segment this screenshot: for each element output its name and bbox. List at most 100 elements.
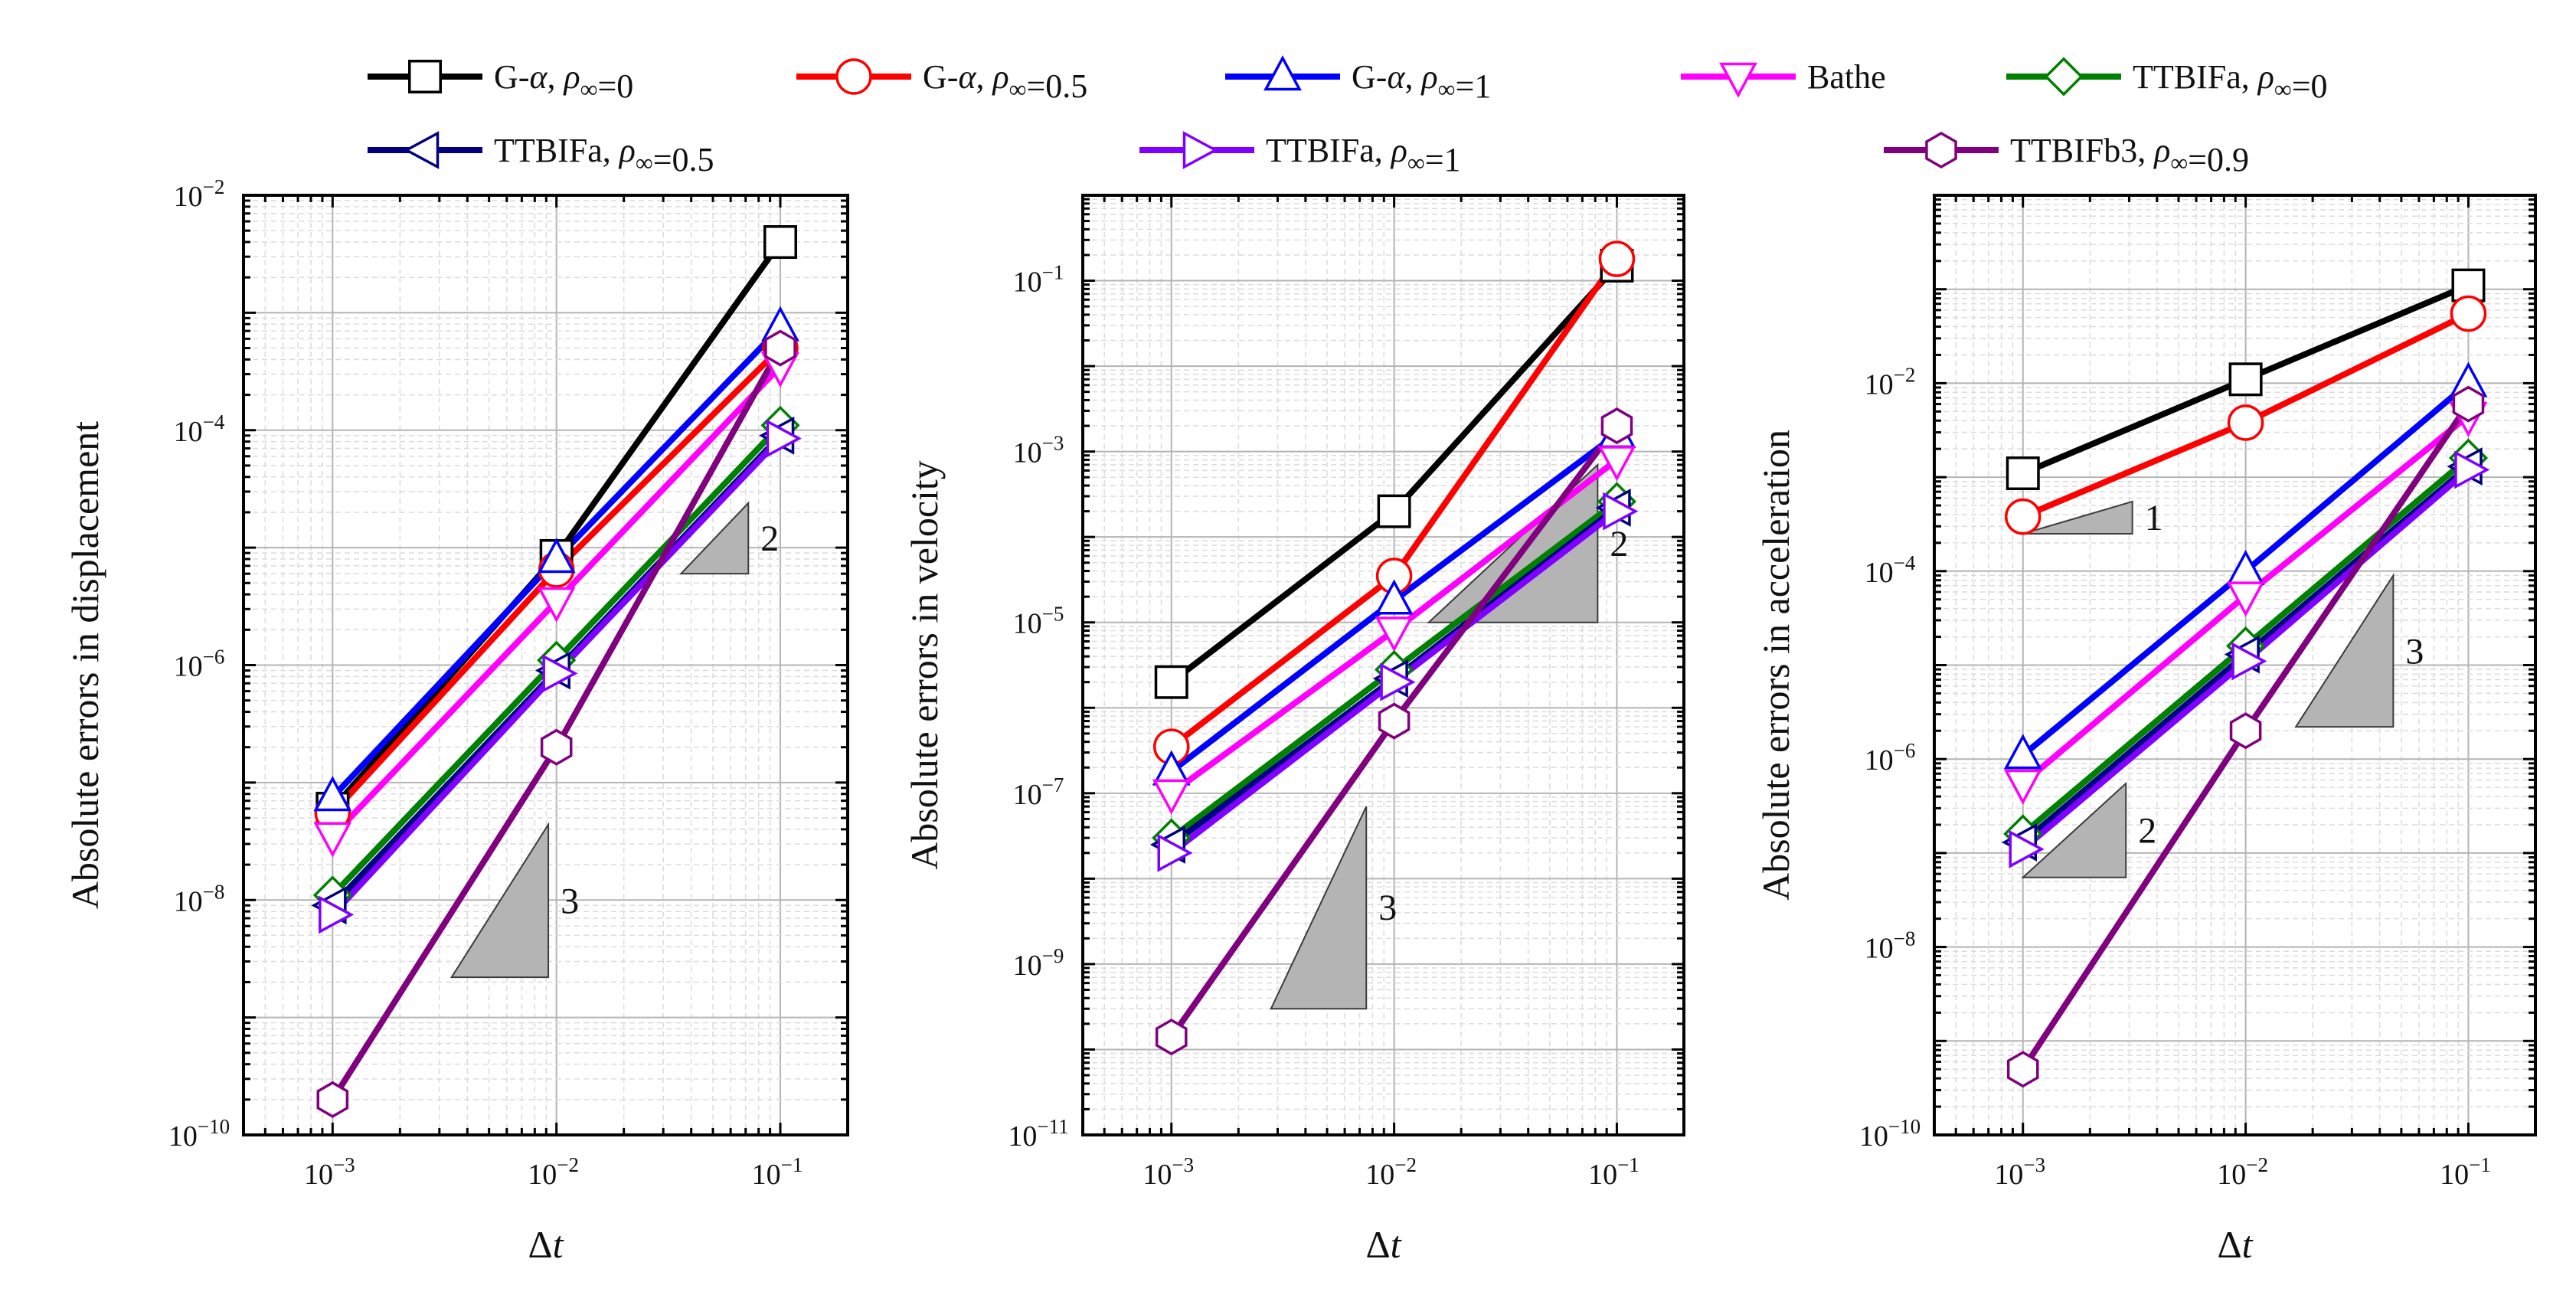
y-tick-label: 10−8 [174, 880, 225, 917]
data-point [319, 895, 355, 934]
data-point [2009, 829, 2045, 868]
data-point [1597, 446, 1636, 482]
slope-label: 3 [2405, 631, 2424, 672]
y-tick-label: 10−4 [1865, 551, 1916, 589]
y-tick-label: 10−1 [1013, 261, 1064, 299]
x-tick-label: 10−2 [2217, 1153, 2268, 1191]
y-tick-label: 10−2 [1865, 363, 1916, 401]
legend-label: TTBIFa, ρ∞=0.5 [494, 132, 714, 178]
y-axis-title: Absolute errors in velocity [903, 460, 946, 870]
slope-triangle [1427, 463, 1599, 623]
x-tick-label: 10−2 [528, 1153, 579, 1191]
data-point [313, 822, 352, 858]
data-point [1600, 407, 1633, 445]
legend-label: G-α, ρ∞=0 [494, 58, 633, 105]
y-tick-label: 10−7 [1013, 773, 1064, 811]
data-point [1154, 665, 1188, 699]
velocity-error-panel: 10−3 10−2 10−1 10−11 10−9 10−7 10−5 10−3 10−1 Δt A… [903, 194, 1685, 1266]
data-point [1378, 702, 1411, 740]
slope-triangle [1270, 806, 1368, 1010]
data-point [2229, 712, 2262, 750]
y-tick-label: 10−6 [1865, 739, 1916, 777]
data-point [2450, 295, 2487, 332]
plot-area [311, 225, 802, 1118]
plot-area [1149, 240, 1639, 1056]
legend-marker [1263, 55, 1302, 91]
legend-item: G-α, ρ∞=1 [1225, 55, 1491, 105]
data-point [2231, 642, 2267, 681]
data-point [537, 587, 576, 623]
legend-marker [835, 58, 872, 95]
y-tick-label: 10−11 [1008, 1115, 1068, 1153]
y-tick-label: 10−4 [174, 410, 225, 448]
slope-label: 3 [561, 881, 579, 921]
data-point [542, 654, 578, 693]
x-tick-label: 10−3 [1994, 1153, 2045, 1191]
data-point [1380, 662, 1416, 701]
data-point [2227, 404, 2264, 441]
data-point [763, 225, 797, 260]
slope-label: 2 [760, 518, 779, 559]
legend-item: TTBIFb3, ρ∞=0.9 [1884, 131, 2249, 178]
y-axis-title: Absolute errors in displacement [64, 421, 106, 909]
legend-item: TTBIFa, ρ∞=0 [2006, 57, 2328, 105]
slope-label: 1 [2145, 498, 2163, 538]
y-tick-label: 10−9 [1013, 944, 1064, 982]
data-point [766, 419, 802, 458]
y-tick-label: 10−6 [174, 646, 225, 683]
data-point [2006, 456, 2040, 491]
y-tick-label: 10−8 [1865, 927, 1916, 965]
data-point [1603, 492, 1639, 531]
legend-label: TTBIFa, ρ∞=1 [1266, 132, 1461, 178]
data-point [540, 728, 573, 766]
y-tick-label: 10−10 [168, 1115, 230, 1153]
data-point [1155, 1019, 1188, 1056]
legend: G-α, ρ∞=0 G-α, ρ∞=0.5 G-α, ρ∞=1 Bathe TTBIFa… [368, 55, 2328, 178]
plot-area [2001, 268, 2490, 1088]
data-point [2003, 769, 2042, 805]
legend-label: G-α, ρ∞=1 [1352, 58, 1491, 105]
slope-triangle [678, 501, 750, 575]
data-point [1157, 833, 1193, 872]
slope-triangle [2022, 500, 2133, 535]
data-point [1377, 494, 1411, 528]
slope-label: 2 [1610, 524, 1628, 564]
grid [1934, 195, 2536, 1136]
acceleration-error-panel: 10−3 10−2 10−1 10−10 10−8 10−6 10−4 10−2 Δt Absol… [1754, 194, 2537, 1266]
data-point [2003, 734, 2042, 770]
x-tick-label: 10−1 [2440, 1153, 2491, 1191]
x-axis-title: Δt [2217, 1223, 2253, 1266]
y-axis-title: Absolute errors in acceleration [1754, 430, 1797, 901]
data-point [1152, 779, 1191, 815]
data-point [1375, 579, 1414, 615]
displacement-error-panel: 10−3 10−2 10−1 10−10 10−8 10−6 10−4 10−2 Δt Absol… [64, 175, 849, 1266]
slope-label: 3 [1378, 888, 1397, 928]
data-point [2228, 362, 2263, 397]
legend-label: TTBIFb3, ρ∞=0.9 [2010, 132, 2249, 178]
legend-label: Bathe [1807, 58, 1886, 96]
x-tick-label: 10−1 [1588, 1153, 1639, 1191]
legend-marker [2044, 57, 2084, 96]
data-point [313, 776, 352, 812]
plot-frame [1081, 194, 1685, 1136]
data-point [2226, 581, 2265, 617]
y-tick-label: 10−2 [174, 175, 225, 213]
x-axis-title: Δt [528, 1223, 564, 1266]
x-axis-title: Δt [1365, 1223, 1401, 1266]
x-tick-label: 10−3 [304, 1153, 355, 1191]
x-tick-label: 10−2 [1365, 1153, 1417, 1191]
data-point [2006, 1051, 2039, 1088]
y-tick-label: 10−3 [1013, 432, 1064, 469]
legend-marker [1925, 131, 1957, 169]
slope-label: 2 [2138, 810, 2156, 851]
legend-marker [408, 60, 442, 93]
y-tick-label: 10−5 [1013, 603, 1064, 640]
data-point [764, 329, 796, 367]
legend-item: Bathe [1681, 58, 1886, 98]
data-point [537, 538, 576, 574]
plot-frame [1933, 194, 2537, 1136]
y-tick-label: 10−10 [1859, 1115, 1921, 1153]
slope-triangle [2294, 573, 2395, 728]
data-point [1598, 240, 1636, 277]
